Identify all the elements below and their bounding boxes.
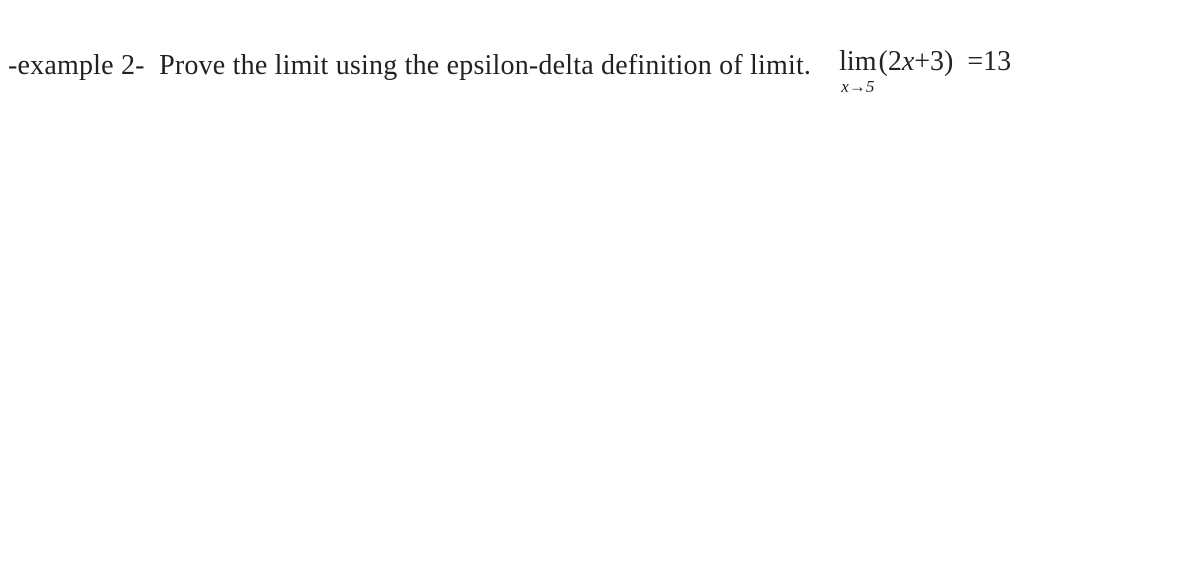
problem-line: -example 2- Prove the limit using the ep… — [8, 48, 1188, 95]
instruction-text: Prove the limit using the epsilon-delta … — [159, 48, 811, 83]
limit-body: (2x+3) =13 — [878, 48, 1011, 76]
limit-approaches: 5 — [866, 77, 875, 96]
plus-op: + — [914, 46, 930, 77]
close-paren: ) — [944, 46, 953, 77]
var-x: x — [902, 46, 914, 77]
open-paren: ( — [878, 46, 887, 77]
limit-expression: lim x→5 (2x+3) =13 — [839, 48, 1011, 95]
label-gap — [145, 48, 159, 83]
const-term: 3 — [930, 46, 944, 77]
coeff: 2 — [888, 46, 902, 77]
arrow-icon: → — [849, 77, 866, 96]
limit-subscript: x→5 — [841, 78, 874, 95]
limit-operator: lim — [839, 48, 876, 76]
limit-var: x — [841, 77, 849, 96]
limit-value: 13 — [983, 46, 1011, 77]
example-label: -example 2- — [8, 48, 145, 83]
limit-operator-stack: lim x→5 — [839, 48, 876, 95]
equals-sign-glyph: = — [967, 46, 983, 77]
page: -example 2- Prove the limit using the ep… — [0, 0, 1200, 562]
